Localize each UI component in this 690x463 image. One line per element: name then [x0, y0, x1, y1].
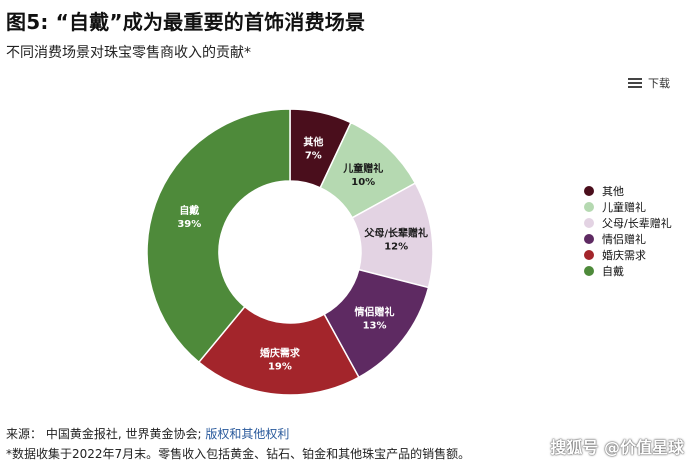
page-title: 图5: “自戴”成为最重要的首饰消费场景 [6, 10, 366, 34]
legend-item-4[interactable]: 婚庆需求 [584, 247, 672, 263]
donut-slice-4[interactable] [197, 305, 360, 396]
menu-icon [628, 78, 642, 88]
legend-item-3[interactable]: 情侣赠礼 [584, 231, 672, 247]
legend-label: 婚庆需求 [602, 249, 646, 262]
legend-item-0[interactable]: 其他 [584, 183, 672, 199]
legend-label: 情侣赠礼 [602, 233, 646, 246]
legend-label: 儿童赠礼 [602, 201, 646, 214]
chart-legend: 其他儿童赠礼父母/长辈赠礼 情侣赠礼婚庆需求自戴 [584, 183, 672, 279]
legend-item-2[interactable]: 父母/长辈赠礼 [584, 215, 672, 231]
chart-subtitle: 不同消费场景对珠宝零售商收入的贡献* [6, 45, 251, 61]
slice-label-5: 自戴 39% [177, 204, 201, 230]
slice-label-2: 父母/长辈赠礼 12% [363, 227, 428, 253]
donut-slice-5[interactable] [146, 108, 291, 364]
slice-label-1: 儿童赠礼 10% [342, 162, 383, 188]
legend-item-5[interactable]: 自戴 [584, 263, 672, 279]
legend-item-1[interactable]: 儿童赠礼 [584, 199, 672, 215]
slice-label-4: 婚庆需求 19% [260, 347, 301, 373]
legend-label: 其他 [602, 185, 624, 198]
source-line: 来源： 中国黄金报社, 世界黄金协会; 版权和其他权利 [6, 425, 289, 442]
source-text: 来源： 中国黄金报社, 世界黄金协会; [6, 427, 206, 441]
legend-swatch [584, 234, 594, 244]
rights-link[interactable]: 版权和其他权利 [205, 427, 290, 441]
legend-swatch [584, 202, 594, 212]
slice-label-3: 情侣赠礼 13% [355, 306, 395, 332]
legend-label: 自戴 [602, 265, 624, 278]
footnote: *数据收集于2022年7月末。零售收入包括黄金、钻石、铂金和其他珠宝产品的销售额… [6, 447, 471, 461]
watermark: 搜狐号 @价值星球 [550, 438, 684, 457]
download-label: 下载 [648, 77, 670, 90]
legend-swatch [584, 266, 594, 276]
legend-swatch [584, 186, 594, 196]
legend-swatch [584, 218, 594, 228]
legend-swatch [584, 250, 594, 260]
legend-label: 父母/长辈赠礼 [602, 217, 672, 230]
download-button[interactable]: 下载 [628, 75, 670, 91]
slice-label-0: 其他 7% [303, 136, 323, 162]
